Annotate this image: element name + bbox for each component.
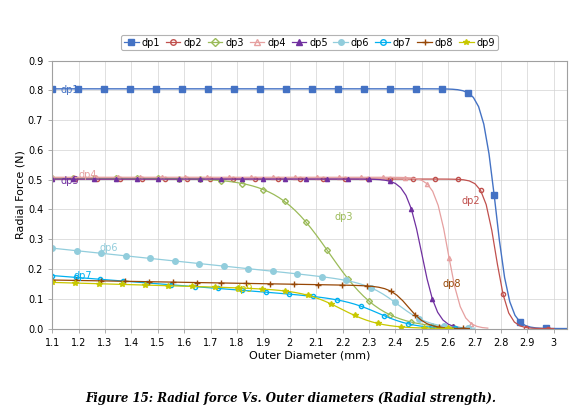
dp3 [466, 325, 473, 330]
dp1 [168, 86, 175, 91]
dp2 [49, 177, 56, 182]
Line: dp9: dp9 [49, 279, 456, 331]
dp8 [278, 282, 285, 286]
dp9 [450, 326, 457, 331]
dp1 [538, 326, 545, 331]
dp3 [297, 213, 304, 218]
dp7 [274, 291, 281, 296]
dp7 [49, 273, 56, 278]
Text: dp3: dp3 [335, 212, 353, 222]
dp9 [269, 287, 276, 292]
dp8 [49, 277, 56, 282]
dp4 [435, 203, 442, 208]
dp1 [563, 326, 570, 331]
Text: dp5: dp5 [60, 175, 79, 186]
dp5 [466, 326, 473, 331]
Y-axis label: Radial Force (N): Radial Force (N) [15, 150, 25, 239]
Line: dp1: dp1 [49, 86, 570, 331]
Text: dp9: dp9 [235, 284, 253, 294]
dp4 [313, 175, 320, 180]
Text: dp6: dp6 [100, 243, 118, 253]
X-axis label: Outer Diameter (mm): Outer Diameter (mm) [249, 350, 370, 360]
Line: dp6: dp6 [49, 245, 477, 331]
Line: dp7: dp7 [50, 273, 463, 330]
dp6 [410, 313, 417, 318]
dp2 [477, 188, 484, 193]
dp1 [356, 86, 363, 91]
dp3 [318, 240, 325, 245]
dp8 [146, 279, 152, 284]
Text: dp2: dp2 [462, 195, 480, 206]
dp7 [393, 318, 400, 323]
dp2 [528, 326, 535, 330]
dp4 [242, 175, 249, 180]
Text: Figure 15: Radial force Vs. Outer diameters (Radial strength).: Figure 15: Radial force Vs. Outer diamet… [86, 392, 496, 405]
dp7 [173, 283, 180, 288]
dp9 [49, 280, 56, 285]
dp6 [49, 246, 56, 251]
dp8 [158, 279, 165, 284]
Text: dp1: dp1 [60, 85, 79, 95]
dp6 [404, 309, 411, 314]
Line: dp5: dp5 [50, 177, 471, 330]
dp6 [178, 259, 184, 264]
Legend: dp1, dp2, dp3, dp4, dp5, dp6, dp7, dp8, dp9: dp1, dp2, dp3, dp4, dp5, dp6, dp7, dp8, … [121, 35, 498, 51]
Line: dp2: dp2 [50, 177, 556, 330]
dp7 [399, 320, 406, 325]
dp7 [155, 282, 162, 286]
Text: dp4: dp4 [79, 171, 97, 180]
dp6 [281, 270, 288, 275]
dp8 [176, 280, 183, 285]
dp1 [147, 86, 154, 91]
dp2 [551, 326, 558, 331]
Line: dp4: dp4 [50, 175, 490, 330]
dp6 [471, 326, 478, 330]
dp1 [49, 86, 56, 91]
dp5 [302, 177, 309, 182]
dp4 [308, 175, 315, 180]
dp8 [399, 298, 406, 303]
dp2 [398, 177, 405, 182]
Text: dp8: dp8 [443, 279, 462, 290]
dp3 [334, 262, 341, 267]
Line: dp3: dp3 [50, 176, 471, 330]
dp3 [233, 180, 240, 185]
dp4 [346, 175, 353, 180]
dp5 [418, 251, 425, 256]
dp9 [142, 283, 149, 288]
dp2 [466, 178, 473, 183]
dp9 [171, 284, 178, 288]
dp2 [201, 177, 208, 182]
dp1 [522, 323, 529, 328]
dp9 [392, 324, 399, 329]
dp2 [116, 177, 123, 182]
dp4 [484, 326, 491, 330]
dp5 [233, 177, 240, 182]
Line: dp8: dp8 [49, 277, 473, 332]
dp4 [49, 175, 56, 180]
dp9 [154, 283, 161, 288]
dp5 [318, 177, 325, 182]
dp5 [334, 177, 341, 182]
dp4 [330, 175, 337, 180]
dp3 [418, 322, 425, 326]
Text: dp7: dp7 [73, 271, 92, 281]
dp8 [466, 326, 473, 331]
dp3 [49, 176, 56, 181]
dp7 [458, 326, 465, 331]
dp8 [406, 305, 413, 310]
dp3 [302, 219, 309, 224]
dp5 [297, 177, 304, 182]
dp7 [144, 280, 151, 285]
dp6 [159, 257, 166, 262]
dp1 [314, 86, 321, 91]
dp9 [386, 323, 393, 328]
dp6 [147, 256, 154, 261]
dp5 [49, 177, 56, 182]
